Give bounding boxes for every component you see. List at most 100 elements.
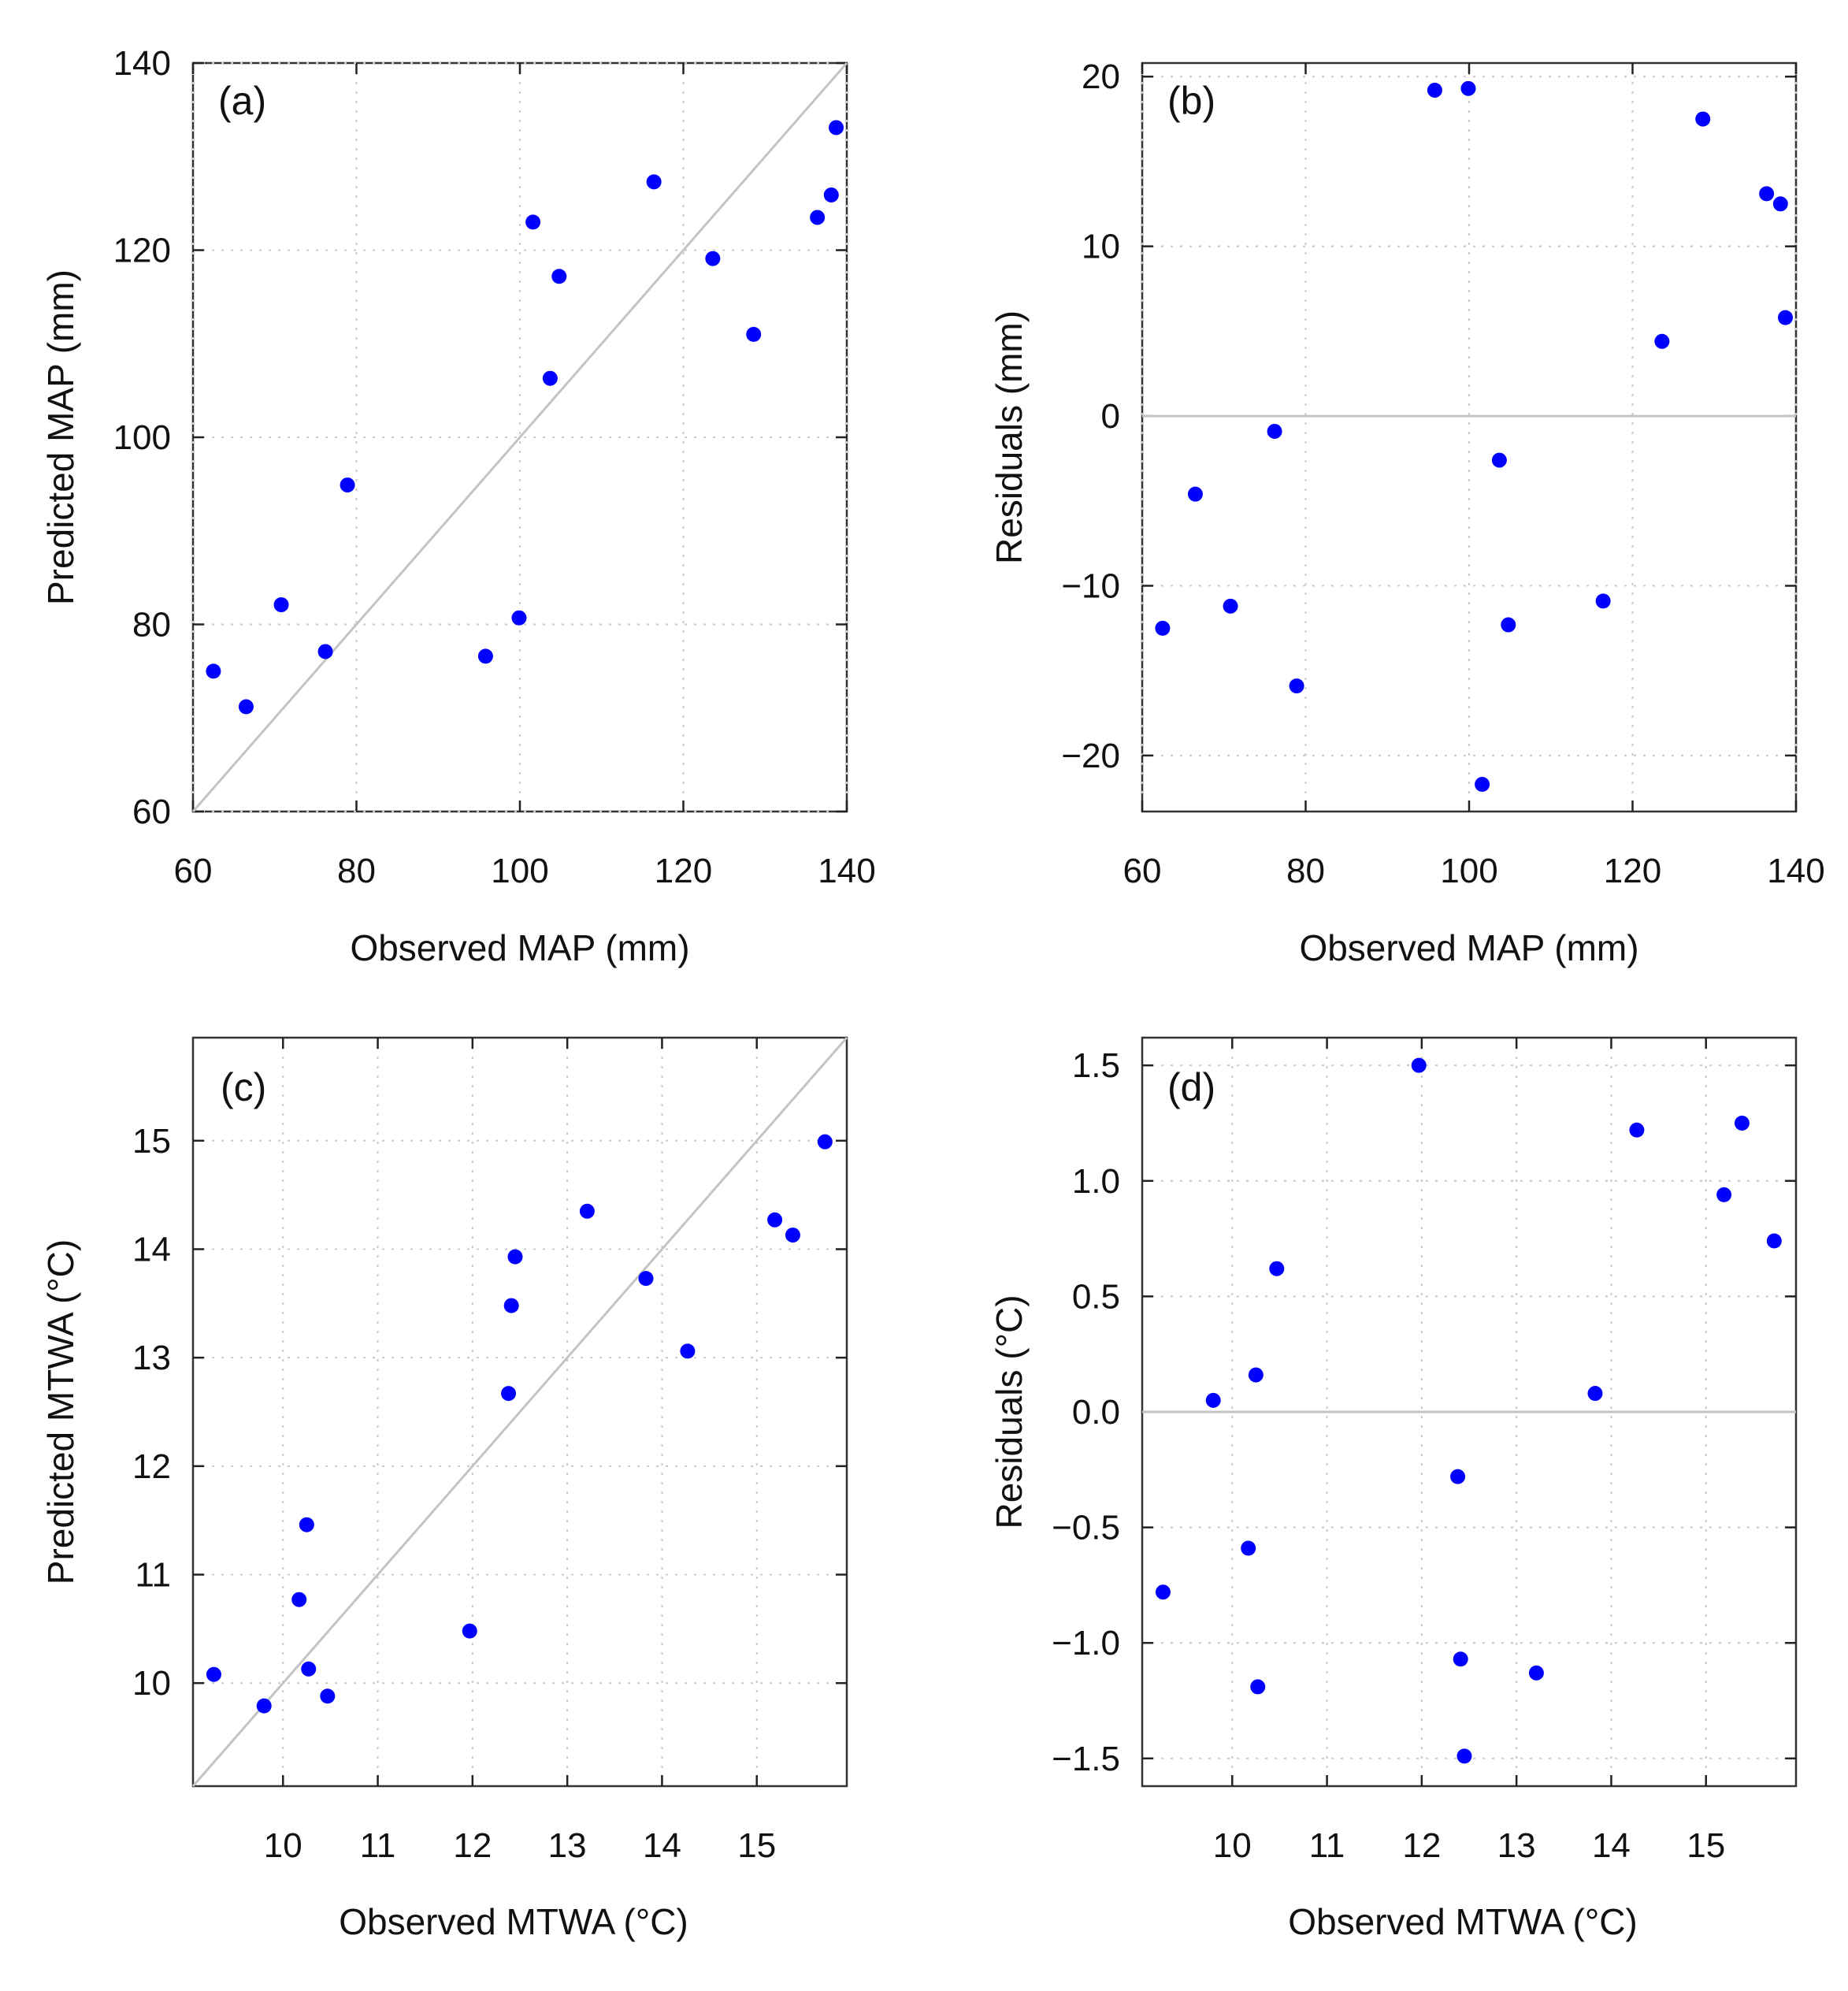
panel-a-data-point [273, 597, 289, 613]
panel-a-data-point [829, 120, 844, 136]
panel-d-data-point [1453, 1651, 1468, 1667]
panel-a-x-axis-label: Observed MAP (mm) [350, 927, 689, 968]
panel-d-y-tick-label: 1.5 [1072, 1046, 1120, 1085]
panel-d-x-tick-label: 12 [1402, 1826, 1441, 1865]
panel-c-data-point [299, 1517, 314, 1532]
panel-a-x-tick-label: 60 [174, 852, 213, 890]
panel-a-x-tick-label: 140 [818, 852, 875, 890]
panel-a-y-axis-label: Predicted MAP (mm) [40, 269, 81, 605]
panel-a-data-point [646, 174, 662, 190]
panel-a-data-point [525, 214, 541, 230]
panel-d-x-tick-label: 14 [1592, 1826, 1631, 1865]
panel-c-x-tick-label: 13 [548, 1826, 587, 1865]
panel-d-data-point [1766, 1233, 1782, 1249]
panel-b-y-tick-label: −20 [1061, 737, 1120, 775]
panel-d-x-tick-label: 11 [1309, 1826, 1345, 1865]
panel-c-x-tick-label: 12 [453, 1826, 492, 1865]
panel-c-data-point [785, 1228, 800, 1243]
panel-d-data-point [1457, 1748, 1472, 1764]
panel-d-data-point [1450, 1469, 1466, 1484]
panel-b-data-point [1695, 111, 1711, 127]
panel-c-data-point [817, 1134, 833, 1150]
panel-d-y-tick-label: −0.5 [1052, 1509, 1120, 1547]
panel-c-data-point [507, 1249, 523, 1265]
panel-d-x-tick-label: 15 [1687, 1826, 1725, 1865]
panel-a-data-point [542, 370, 558, 386]
panel-d-tag: (d) [1167, 1065, 1215, 1109]
panel-d-y-tick-label: −1.0 [1052, 1624, 1120, 1662]
panel-d-y-tick-label: 0.5 [1072, 1277, 1120, 1316]
panel-a-y-tick-label: 100 [113, 418, 171, 457]
panel-c-frame [191, 1036, 848, 1788]
panel-b-data-point [1501, 617, 1516, 633]
panel-a-x-tick-label: 100 [491, 852, 548, 890]
panel-d-y-tick-label: 1.0 [1072, 1162, 1120, 1201]
panel-a-data-point [810, 210, 826, 225]
panel-d-x-axis-label: Observed MTWA (°C) [1288, 1901, 1638, 1942]
panel-b-y-tick-label: 10 [1082, 228, 1120, 266]
panel-b-data-point [1759, 186, 1775, 202]
panel-b-frame [1141, 61, 1798, 813]
panel-d-data-point [1734, 1115, 1750, 1131]
panel-d-data-point [1241, 1540, 1256, 1556]
panel-a-data-point [511, 610, 527, 626]
panel-a-data-point [206, 663, 221, 679]
panel-b-data-point [1187, 486, 1203, 502]
panel-c-y-tick-label: 10 [132, 1664, 171, 1703]
panel-b-data-point [1427, 82, 1442, 98]
panel-b-data-point [1475, 777, 1490, 793]
panel-a-data-point [746, 326, 762, 342]
panel-c-data-point [301, 1661, 317, 1677]
panel-c-identity-line [191, 1037, 848, 1787]
panel-c: 10 11 12 13 14 15 10 11 12 13 14 15 (c) Observed MT… [40, 1036, 848, 1942]
panel-c-x-tick-label: 10 [264, 1826, 302, 1865]
panel-d-data-point [1205, 1392, 1221, 1408]
panel-a-data-point [477, 648, 493, 664]
panel-b: 60 80 100 120 140 −20 −10 0 10 20 (b) Observed MA… [989, 58, 1825, 968]
panel-a-y-tick-label: 120 [113, 232, 171, 270]
panel-c-x-tick-label: 15 [737, 1826, 776, 1865]
panel-b-x-tick-label: 140 [1767, 852, 1824, 890]
panel-b-x-tick-label: 60 [1123, 852, 1162, 890]
panel-b-y-tick-label: 20 [1082, 58, 1120, 96]
panel-a-y-tick-label: 60 [132, 793, 171, 831]
panel-b-data-point [1654, 333, 1670, 349]
panel-c-y-axis-label: Predicted MTWA (°C) [40, 1239, 81, 1584]
panel-a-tag: (a) [218, 79, 266, 123]
panel-b-content: 60 80 100 120 140 −20 −10 0 10 20 [1061, 58, 1824, 890]
panel-a-y-tick-label: 140 [113, 44, 171, 83]
panel-d-data-point [1155, 1584, 1171, 1600]
panel-c-y-tick-label: 13 [132, 1339, 171, 1377]
panel-b-tag: (b) [1167, 79, 1215, 123]
panel-a-data-point [238, 699, 254, 715]
panel-c-data-point [320, 1688, 336, 1704]
panel-d-data-point [1528, 1665, 1544, 1681]
panel-c-x-tick-label: 14 [643, 1826, 681, 1865]
panel-a-x-tick-label: 120 [655, 852, 712, 890]
panel-a-data-point [317, 644, 333, 659]
panel-c-data-point [462, 1623, 477, 1639]
panel-a-y-tick-label: 80 [132, 606, 171, 644]
panel-c-data-point [680, 1343, 696, 1359]
panel-d-x-tick-label: 13 [1497, 1826, 1536, 1865]
panel-b-y-axis-label: Residuals (mm) [989, 310, 1030, 564]
panel-d-data-point [1587, 1386, 1603, 1402]
panel-b-data-point [1595, 593, 1611, 609]
panel-b-x-tick-label: 80 [1286, 852, 1325, 890]
panel-d-x-tick-label: 10 [1213, 1826, 1252, 1865]
panel-b-x-tick-label: 120 [1604, 852, 1661, 890]
panel-c-data-point [579, 1203, 595, 1219]
panel-b-data-point [1460, 80, 1476, 96]
panel-c-y-tick-label: 15 [132, 1122, 171, 1161]
panel-d-data-point [1250, 1679, 1266, 1695]
panel-b-x-tick-label: 100 [1440, 852, 1497, 890]
panel-b-data-point [1223, 598, 1238, 614]
panel-d-data-point [1629, 1122, 1645, 1138]
panel-b-data-point [1491, 452, 1507, 468]
panel-c-data-point [256, 1698, 272, 1714]
panel-a: 60 80 100 120 140 60 80 100 120 140 (a) Observed … [40, 44, 876, 968]
panel-c-y-tick-label: 11 [135, 1556, 171, 1595]
panel-d-data-point [1269, 1261, 1285, 1276]
panel-a-data-point [705, 251, 721, 266]
